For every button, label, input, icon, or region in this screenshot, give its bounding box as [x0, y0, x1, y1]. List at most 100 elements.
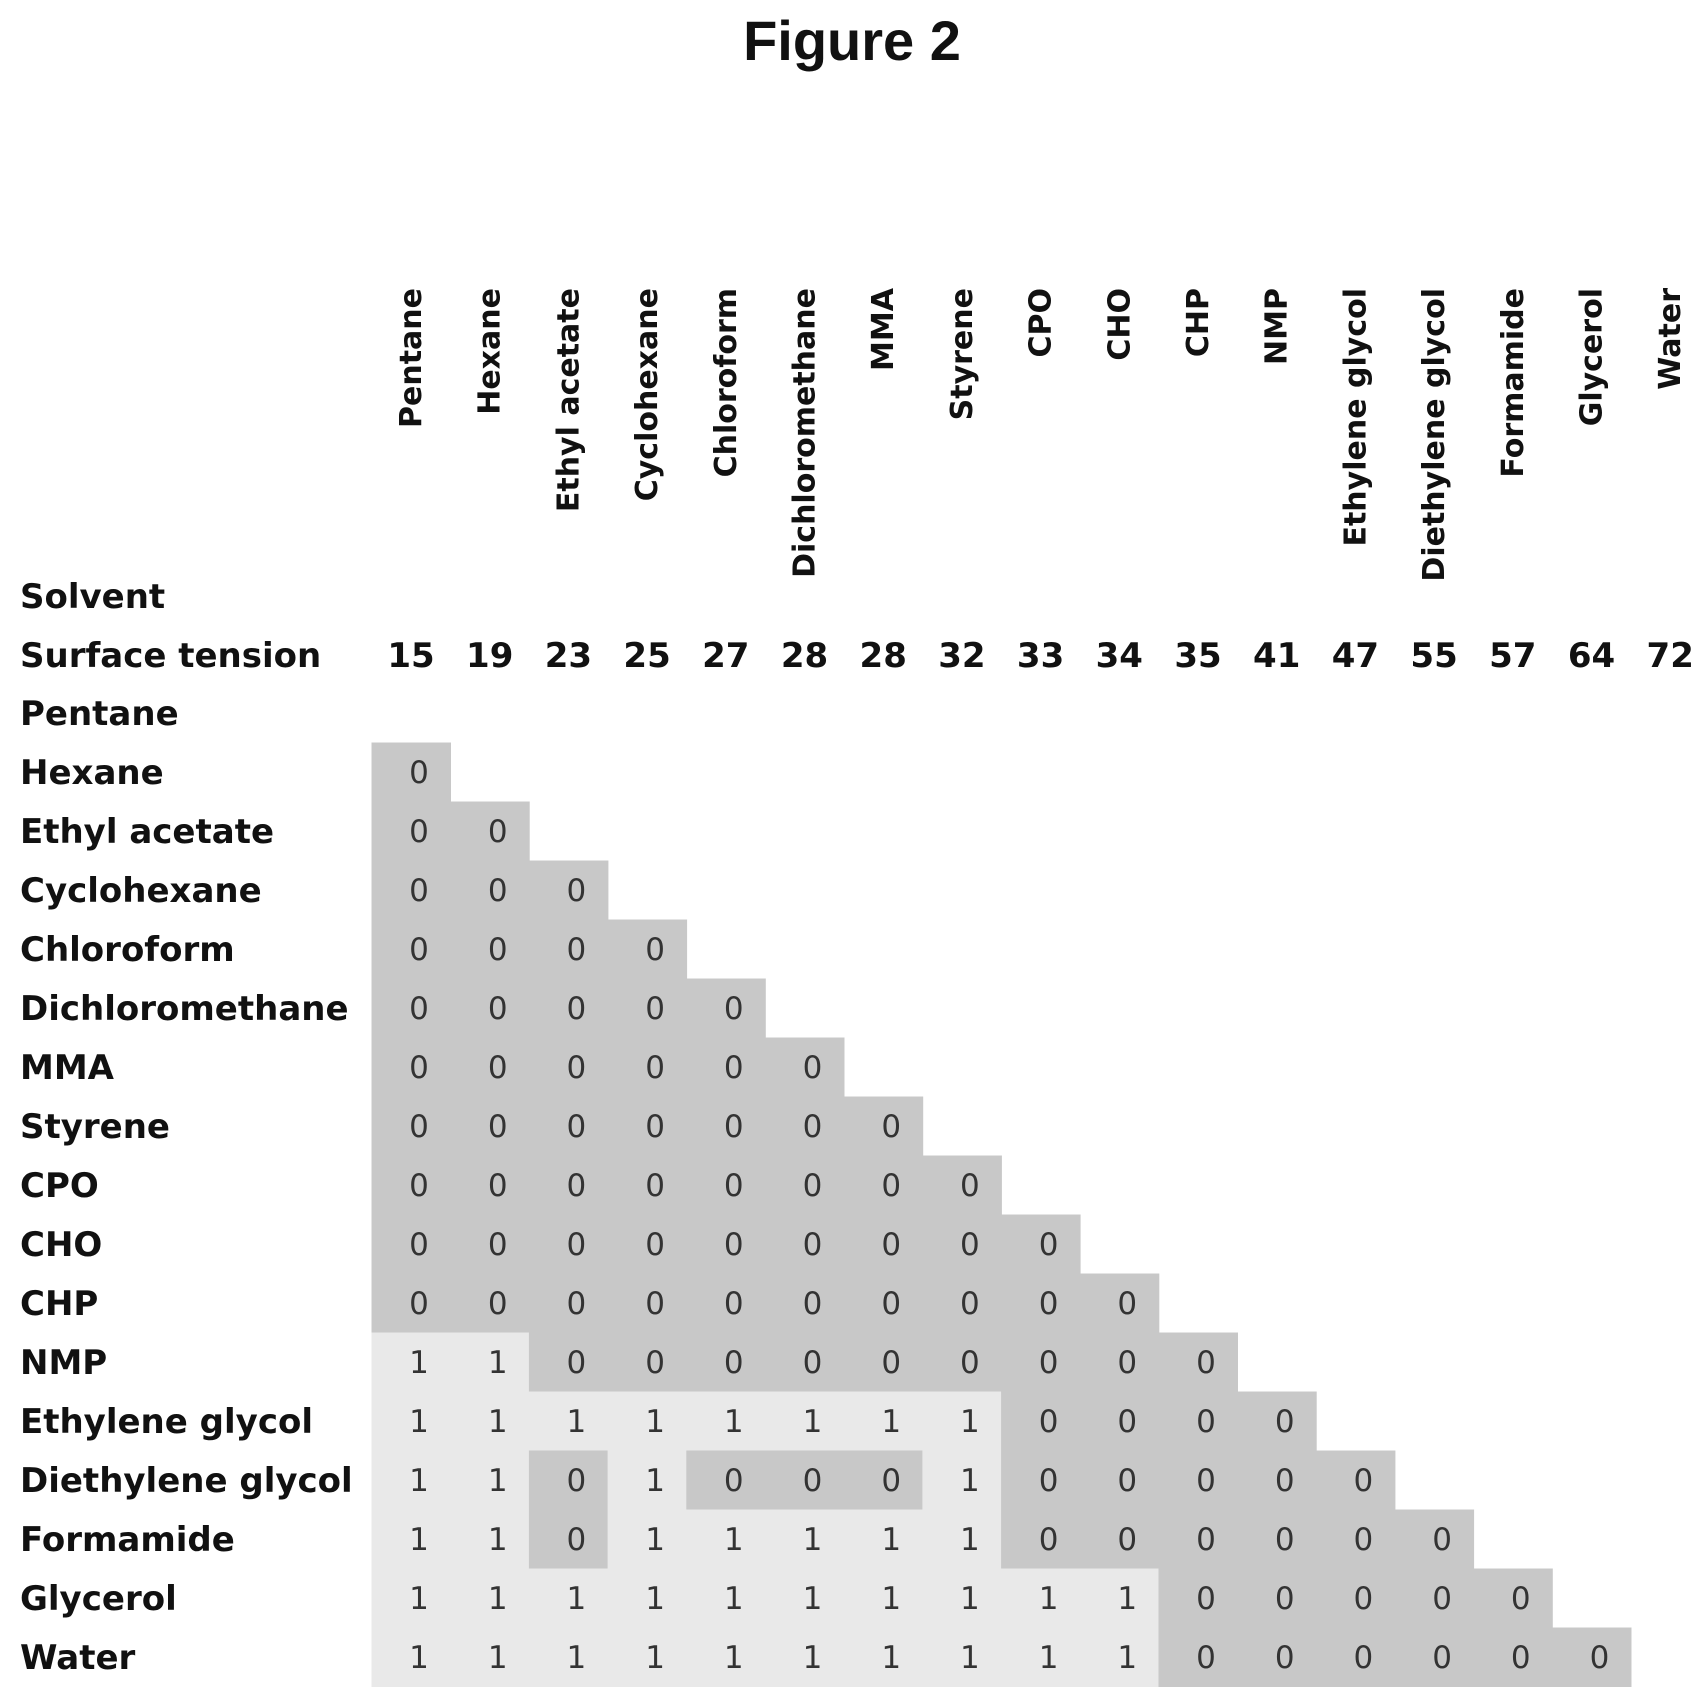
cell-bg-glycerol-styrene	[922, 1568, 1002, 1628]
cell-bg-chloroform-cyclohexane	[607, 919, 688, 979]
cell-bg-styrene-hexane	[450, 1096, 530, 1156]
cell-bg-cyclohexane-hexane	[450, 860, 530, 920]
row-label-water: Water	[20, 1638, 136, 1678]
cell-nmp-cho: 0	[1117, 1345, 1137, 1381]
cell-bg-cho-styrene	[922, 1214, 1002, 1274]
cell-bg-glycerol-ethyl-acetate	[528, 1568, 609, 1628]
cell-cho-styrene: 0	[960, 1227, 980, 1263]
cell-glycerol-cpo: 1	[1039, 1581, 1059, 1617]
row-label-cho: CHO	[20, 1225, 102, 1265]
surface-tension-cho: 34	[1096, 636, 1143, 676]
column-header-styrene: Styrene	[945, 288, 980, 420]
cell-bg-water-ethylene-glycol	[1315, 1627, 1396, 1687]
row-label-cpo: CPO	[20, 1166, 99, 1206]
cell-bg-water-formamide	[1473, 1627, 1553, 1687]
cell-styrene-hexane: 0	[488, 1109, 508, 1145]
cell-bg-diethylene-glycol-chp	[1158, 1450, 1238, 1510]
cell-bg-cpo-pentane	[371, 1155, 451, 1215]
cell-bg-dichloromethane-hexane	[450, 978, 530, 1038]
cell-bg-glycerol-cyclohexane	[607, 1568, 688, 1628]
cell-bg-ethylene-glycol-hexane	[450, 1391, 530, 1451]
cell-bg-ethylene-glycol-cpo	[1001, 1391, 1081, 1451]
cell-bg-water-pentane	[371, 1627, 451, 1687]
cell-styrene-cyclohexane: 0	[645, 1109, 665, 1145]
cell-bg-water-dichloromethane	[765, 1627, 845, 1687]
cell-formamide-dichloromethane: 1	[803, 1522, 823, 1558]
cell-bg-cpo-styrene	[922, 1155, 1002, 1215]
cell-bg-cho-pentane	[371, 1214, 451, 1274]
cell-glycerol-nmp: 0	[1275, 1581, 1295, 1617]
row-label-chp: CHP	[20, 1284, 98, 1324]
surface-tension-water: 72	[1647, 636, 1694, 676]
column-header-hexane: Hexane	[473, 288, 508, 415]
cell-glycerol-formamide: 0	[1511, 1581, 1531, 1617]
column-header-chloroform: Chloroform	[709, 288, 744, 477]
cell-water-hexane: 1	[488, 1640, 508, 1676]
cell-bg-ethylene-glycol-mma	[843, 1391, 924, 1451]
column-header-nmp: NMP	[1260, 288, 1295, 365]
cell-nmp-ethyl-acetate: 0	[567, 1345, 587, 1381]
cell-nmp-chp: 0	[1196, 1345, 1216, 1381]
cell-formamide-chloroform: 1	[724, 1522, 744, 1558]
cell-diethylene-glycol-ethyl-acetate: 0	[567, 1463, 587, 1499]
cell-nmp-cpo: 0	[1039, 1345, 1059, 1381]
cell-formamide-chp: 0	[1196, 1522, 1216, 1558]
cell-formamide-ethylene-glycol: 0	[1354, 1522, 1374, 1558]
cell-nmp-pentane: 1	[409, 1345, 429, 1381]
cell-bg-glycerol-cho	[1079, 1568, 1160, 1628]
cell-bg-chp-styrene	[922, 1273, 1002, 1333]
cell-chp-styrene: 0	[960, 1286, 980, 1322]
cell-bg-nmp-chp	[1158, 1332, 1238, 1392]
column-header-formamide: Formamide	[1496, 288, 1531, 478]
cell-glycerol-cyclohexane: 1	[645, 1581, 665, 1617]
cell-water-styrene: 1	[960, 1640, 980, 1676]
cell-bg-glycerol-hexane	[450, 1568, 530, 1628]
cell-bg-diethylene-glycol-hexane	[450, 1450, 530, 1510]
cell-diethylene-glycol-hexane: 1	[488, 1463, 508, 1499]
column-header-ethylene-glycol: Ethylene glycol	[1338, 288, 1373, 547]
cell-dichloromethane-ethyl-acetate: 0	[567, 991, 587, 1027]
cell-nmp-chloroform: 0	[724, 1345, 744, 1381]
cell-formamide-mma: 1	[881, 1522, 901, 1558]
row-label-diethylene-glycol: Diethylene glycol	[20, 1461, 353, 1501]
cell-bg-glycerol-nmp	[1237, 1568, 1317, 1628]
surface-tension-values: 15 19 23 25 27 28 28 32 33 34 35 41 47 55 57 64 72	[387, 636, 1694, 676]
cell-glycerol-mma: 1	[881, 1581, 901, 1617]
cell-water-chloroform: 1	[724, 1640, 744, 1676]
cell-diethylene-glycol-chp: 0	[1196, 1463, 1216, 1499]
cell-formamide-cyclohexane: 1	[645, 1522, 665, 1558]
surface-tension-cpo: 33	[1017, 636, 1064, 676]
cell-bg-water-nmp	[1237, 1627, 1317, 1687]
surface-tension-nmp: 41	[1253, 636, 1300, 676]
cell-bg-formamide-ethyl-acetate	[528, 1509, 609, 1569]
cell-styrene-pentane: 0	[409, 1109, 429, 1145]
cell-bg-hexane-pentane	[371, 742, 451, 802]
cell-cho-hexane: 0	[488, 1227, 508, 1263]
cell-bg-chloroform-hexane	[450, 919, 530, 979]
cell-dichloromethane-chloroform: 0	[724, 991, 744, 1027]
cell-cyclohexane-hexane: 0	[488, 873, 508, 909]
cell-bg-ethylene-glycol-styrene	[922, 1391, 1002, 1451]
cell-bg-cpo-hexane	[450, 1155, 530, 1215]
cell-bg-water-styrene	[922, 1627, 1002, 1687]
cell-bg-ethylene-glycol-chloroform	[686, 1391, 766, 1451]
cell-water-cyclohexane: 1	[645, 1640, 665, 1676]
surface-tension-cyclohexane: 25	[623, 636, 670, 676]
cell-ethylene-glycol-mma: 1	[881, 1404, 901, 1440]
cell-bg-water-hexane	[450, 1627, 530, 1687]
cell-bg-ethylene-glycol-chp	[1158, 1391, 1238, 1451]
cell-bg-nmp-hexane	[450, 1332, 530, 1392]
row-label-chloroform: Chloroform	[20, 930, 235, 970]
cell-cyclohexane-ethyl-acetate: 0	[567, 873, 587, 909]
cell-glycerol-cho: 1	[1117, 1581, 1137, 1617]
cell-chp-pentane: 0	[409, 1286, 429, 1322]
cell-chp-mma: 0	[881, 1286, 901, 1322]
matrix-cells: 0 0 0 0 0 0 0 0 0 0 0 0 0 0 0 0 0 0 0 0 0 0 0 0 0 0 0 0 0 0 0 0 0 0 0 0 0 0 0 0…	[371, 742, 1632, 1687]
row-label-formamide: Formamide	[20, 1520, 235, 1560]
cell-glycerol-ethyl-acetate: 1	[567, 1581, 587, 1617]
solvent-label: Solvent	[20, 577, 165, 617]
cell-diethylene-glycol-cho: 0	[1117, 1463, 1137, 1499]
cell-cho-dichloromethane: 0	[803, 1227, 823, 1263]
cell-bg-glycerol-chloroform	[686, 1568, 766, 1628]
cell-formamide-ethyl-acetate: 0	[567, 1522, 587, 1558]
